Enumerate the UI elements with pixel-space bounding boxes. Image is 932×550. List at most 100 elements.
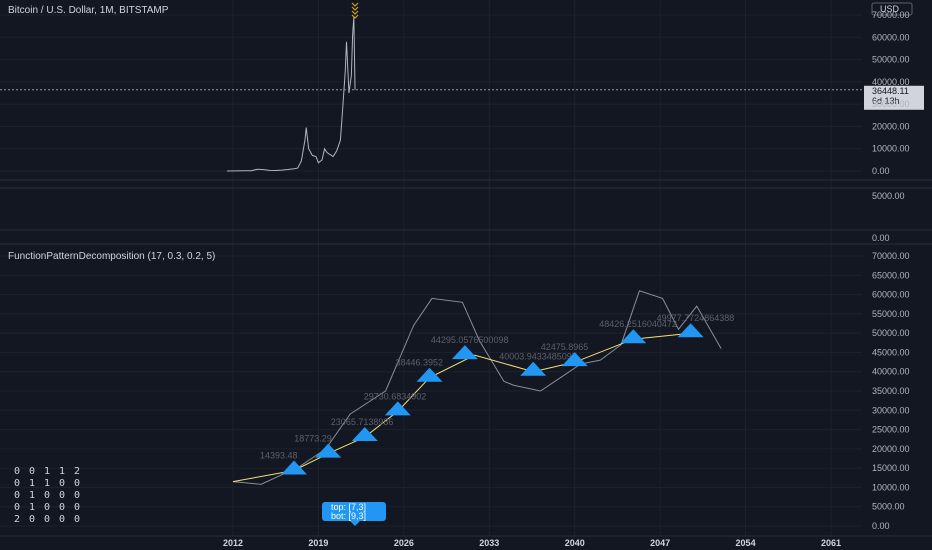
matrix-cell: 0 — [74, 502, 81, 513]
indicator-tick-label: 10000.00 — [872, 482, 910, 492]
middle-pane-axis: 5000.00 0.00 — [872, 191, 905, 243]
projection-series — [232, 290, 722, 485]
matrix-cell: 0 — [44, 502, 51, 513]
matrix-cell: 0 — [29, 466, 36, 477]
matrix-cell: 1 — [29, 478, 36, 489]
matrix-cell: 0 — [29, 514, 36, 525]
price-series — [226, 17, 356, 172]
triangle-up-marker-icon — [351, 427, 378, 442]
projection-line — [232, 290, 722, 485]
triangle-up-marker-icon — [384, 401, 411, 416]
currency-button[interactable]: USD — [880, 4, 900, 14]
indicator-tick-label: 60000.00 — [872, 290, 910, 300]
indicator-tick-label: 35000.00 — [872, 386, 910, 396]
time-tick-label: 2040 — [565, 538, 585, 548]
marker-value-label: 18773.29 — [294, 434, 332, 444]
triangle-up-marker-icon — [315, 443, 342, 458]
time-tick-label: 2054 — [736, 538, 756, 548]
matrix-cell: 0 — [59, 490, 66, 501]
price-tick-label: 10000.00 — [872, 144, 910, 154]
matrix-cell: 0 — [44, 514, 51, 525]
matrix-cell: 0 — [59, 502, 66, 513]
triangle-up-marker-icon — [561, 352, 588, 367]
time-tick-label: 2019 — [308, 538, 328, 548]
time-tick-label: 2012 — [223, 538, 243, 548]
matrix-cell: 0 — [14, 466, 21, 477]
matrix-cell: 1 — [59, 466, 66, 477]
last-price-tag — [864, 85, 924, 110]
indicator-title[interactable]: FunctionPatternDecomposition (17, 0.3, 0… — [8, 251, 215, 262]
chevron-down-icon — [351, 6, 359, 11]
triangle-up-marker-icon — [416, 367, 443, 382]
matrix-cell: 1 — [29, 502, 36, 513]
marker-value-label: 40003.9433485097 — [499, 352, 577, 362]
marker-value-label: 29730.6834902 — [364, 391, 427, 401]
time-tick-label: 2033 — [479, 538, 499, 548]
price-axis: 70000.00 60000.00 50000.00 40000.00 30000.00… — [872, 10, 910, 176]
tooltip-bot: bot: [9,3] — [331, 511, 367, 521]
price-tick-label: 30000.00 — [872, 99, 910, 109]
triangle-up-marker-icon — [451, 345, 478, 360]
last-price-label: 36448.11 — [872, 86, 909, 96]
triangle-up-marker-icon — [677, 323, 704, 338]
middle-tick-label: 0.00 — [872, 233, 890, 243]
marker-labels: 14393.48 18773.29 23065.7138986 29730.68349… — [260, 313, 734, 460]
price-tick-label: 0.00 — [872, 166, 890, 176]
marker-value-label: 48426.2516040472 — [599, 319, 677, 329]
indicator-tick-label: 70000.00 — [872, 251, 910, 261]
matrix-cell: 0 — [74, 514, 81, 525]
price-tick-label: 20000.00 — [872, 121, 910, 131]
matrix-cell: 0 — [14, 502, 21, 513]
matrix-cell: 0 — [59, 514, 66, 525]
indicator-tick-label: 45000.00 — [872, 347, 910, 357]
price-tick-label: 60000.00 — [872, 32, 910, 42]
pattern-markers — [281, 323, 704, 475]
indicator-tick-label: 65000.00 — [872, 270, 910, 280]
indicator-tick-label: 15000.00 — [872, 463, 910, 473]
indicator-tick-label: 25000.00 — [872, 425, 910, 435]
matrix-cell: 1 — [44, 466, 51, 477]
currency-button-frame[interactable] — [871, 2, 913, 16]
indicator-axis: 70000.00 65000.00 60000.00 55000.00 50000.00… — [872, 251, 910, 531]
triangle-up-marker-icon — [620, 329, 647, 344]
time-tick-label: 2026 — [394, 538, 414, 548]
chart-grid — [0, 0, 862, 536]
marker-value-label: 38446.3952 — [395, 358, 443, 368]
matrix-cell: 1 — [44, 478, 51, 489]
indicator-tick-label: 0.00 — [872, 521, 890, 531]
indicator-tick-label: 30000.00 — [872, 405, 910, 415]
pattern-tooltip: top: [7,3] bot: [9,3] — [322, 502, 386, 526]
marker-value-label: 14393.48 — [260, 450, 298, 460]
matrix-cell: 0 — [74, 490, 81, 501]
indicator-tick-label: 40000.00 — [872, 367, 910, 377]
signal-arrows-icon — [351, 2, 359, 19]
triangle-up-marker-icon — [520, 361, 547, 376]
indicator-tick-label: 20000.00 — [872, 444, 910, 454]
chevron-down-icon — [351, 2, 359, 7]
matrix-cell: 0 — [14, 490, 21, 501]
symbol-title[interactable]: Bitcoin / U.S. Dollar, 1M, BITSTAMP — [8, 5, 169, 16]
price-tick-label: 50000.00 — [872, 55, 910, 65]
marker-value-label: 44295.0576500098 — [431, 335, 509, 345]
matrix-cell: 0 — [59, 478, 66, 489]
chevron-down-icon — [351, 14, 359, 19]
price-tick-label: 70000.00 — [872, 10, 910, 20]
chevron-down-icon — [351, 10, 359, 15]
matrix-cell: 0 — [74, 478, 81, 489]
matrix-cell: 2 — [74, 466, 81, 477]
matrix-cell: 2 — [14, 514, 21, 525]
matrix-cell: 0 — [44, 490, 51, 501]
countdown-label: 6d 13h — [872, 96, 900, 106]
pane-separators — [0, 179, 932, 537]
matrix-cell: 1 — [29, 490, 36, 501]
middle-tick-label: 5000.00 — [872, 191, 905, 201]
marker-value-label: 49977.7724864388 — [657, 313, 735, 323]
triangle-up-marker-icon — [281, 460, 308, 475]
time-tick-label: 2047 — [650, 538, 670, 548]
time-axis: 2012 2019 2026 2033 2040 2047 2054 2061 — [223, 538, 841, 548]
